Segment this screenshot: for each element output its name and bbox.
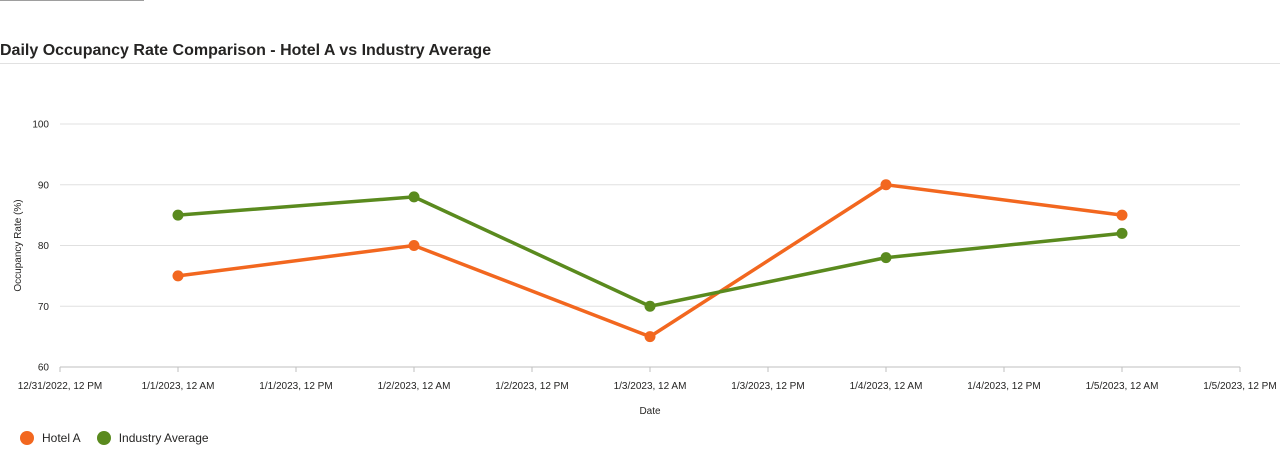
- legend-marker: [20, 431, 34, 445]
- x-axis-title: Date: [639, 406, 661, 417]
- x-tick-label: 1/3/2023, 12 AM: [614, 381, 687, 392]
- top-tab-indicator: [0, 0, 144, 1]
- chart-title: Daily Occupancy Rate Comparison - Hotel …: [0, 42, 492, 59]
- title-divider: [0, 63, 1280, 64]
- series-hotel-a: [172, 179, 1128, 343]
- data-point[interactable]: [880, 252, 892, 264]
- y-tick-label: 60: [38, 363, 50, 374]
- x-tick-label: 1/5/2023, 12 AM: [1086, 381, 1159, 392]
- x-tick-label: 1/2/2023, 12 PM: [495, 381, 568, 392]
- data-point[interactable]: [644, 331, 656, 343]
- legend-marker: [96, 431, 111, 445]
- y-tick-label: 90: [38, 180, 50, 191]
- legend-item-hotel-a[interactable]: Hotel A: [20, 431, 81, 445]
- data-point[interactable]: [172, 209, 184, 221]
- data-point[interactable]: [172, 270, 184, 282]
- data-point[interactable]: [1116, 209, 1128, 221]
- data-point[interactable]: [408, 191, 420, 203]
- x-tick-label: 1/1/2023, 12 AM: [142, 381, 215, 392]
- data-point[interactable]: [1116, 227, 1128, 239]
- x-tick-label: 12/31/2022, 12 PM: [18, 381, 103, 392]
- gridlines: [60, 123, 1240, 368]
- y-tick-label: 100: [32, 120, 49, 131]
- x-tick-label: 1/2/2023, 12 AM: [378, 381, 451, 392]
- data-point[interactable]: [880, 179, 892, 191]
- legend-item-industry-average[interactable]: Industry Average: [96, 431, 209, 445]
- legend-label: Industry Average: [118, 431, 209, 445]
- data-point[interactable]: [644, 300, 656, 312]
- series: [172, 179, 1128, 343]
- series-line: [176, 183, 1124, 339]
- series-industry-average: [172, 191, 1128, 312]
- legend-label: Hotel A: [42, 431, 81, 445]
- data-point[interactable]: [408, 240, 420, 251]
- x-tick-label: 1/4/2023, 12 PM: [967, 381, 1040, 392]
- axes: 60 70 80 90 100 12/31/2022, 12 PM 1/1/2023, 12…: [18, 120, 1277, 393]
- x-tick-label: 1/4/2023, 12 AM: [850, 381, 923, 392]
- x-tick-label: 1/3/2023, 12 PM: [731, 381, 804, 392]
- x-tick-label: 1/5/2023, 12 PM: [1203, 381, 1276, 392]
- y-axis-title: Occupancy Rate (%): [13, 199, 24, 291]
- legend: Hotel A Industry Average: [20, 431, 225, 445]
- y-tick-label: 70: [38, 302, 50, 313]
- x-tick-label: 1/1/2023, 12 PM: [259, 381, 332, 392]
- series-line: [176, 195, 1124, 308]
- y-tick-label: 80: [38, 241, 50, 252]
